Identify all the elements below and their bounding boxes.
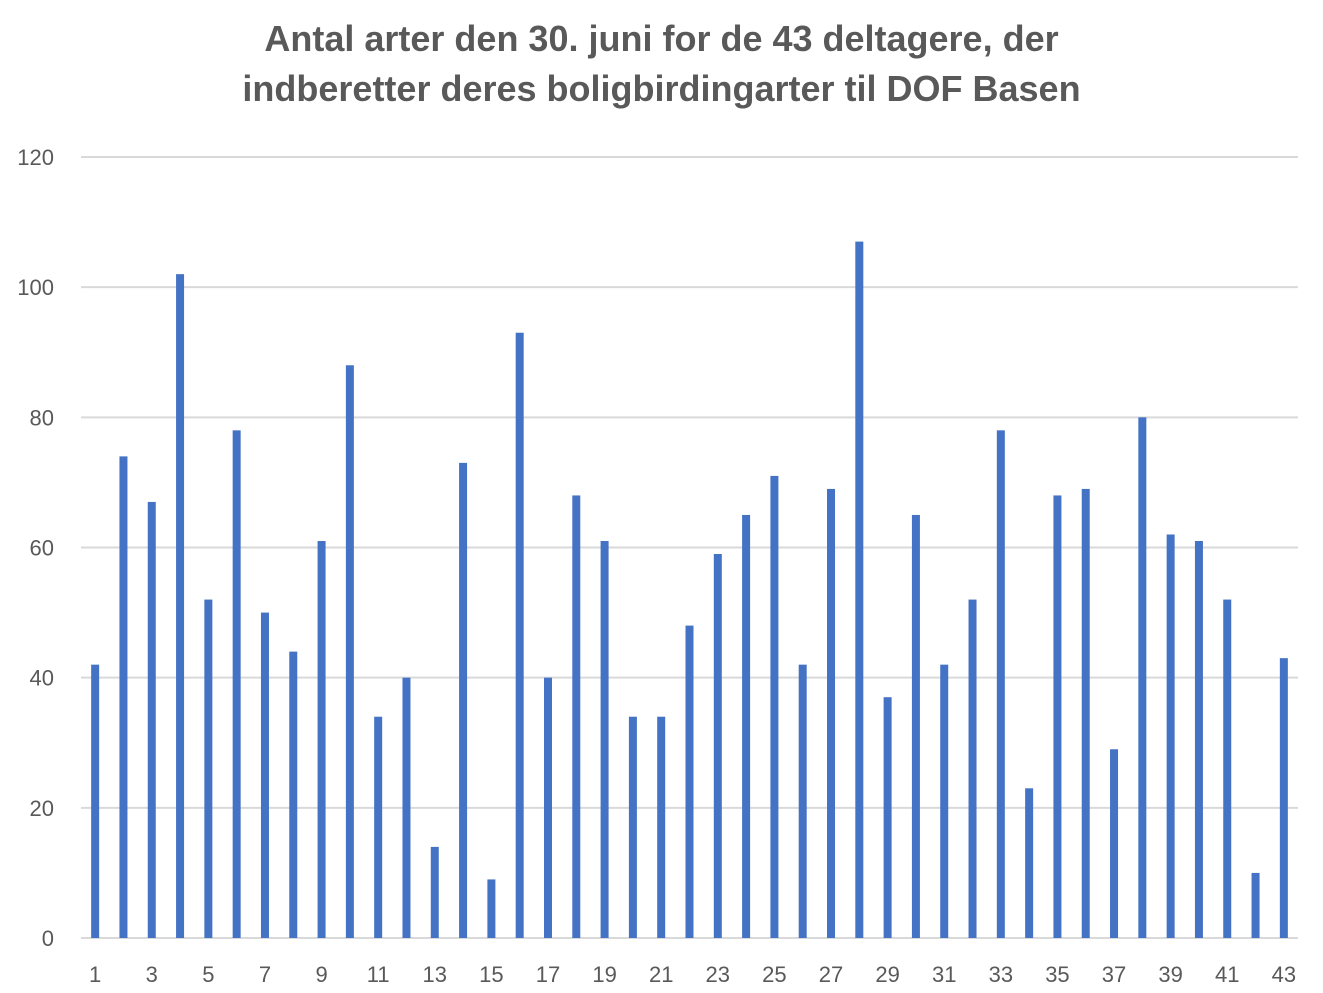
bar-16: [515, 332, 524, 939]
bar-3: [147, 501, 156, 938]
x-tick-label: 41: [1215, 962, 1239, 987]
x-tick-label: 1: [89, 962, 101, 987]
bar-26: [798, 664, 807, 938]
bar-14: [459, 462, 468, 938]
bar-2: [119, 456, 128, 938]
bar-23: [713, 554, 722, 938]
bar-17: [543, 677, 552, 938]
bar-22: [685, 625, 694, 938]
bar-25: [770, 475, 779, 938]
y-tick-label: 0: [42, 926, 54, 951]
x-tick-label: 35: [1045, 962, 1069, 987]
bar-42: [1251, 872, 1260, 938]
y-tick-label: 120: [17, 145, 54, 170]
x-tick-label: 29: [875, 962, 899, 987]
bar-12: [402, 677, 411, 938]
bar-9: [317, 540, 326, 938]
bar-8: [289, 651, 298, 938]
x-axis-ticks: 1 3 5 7 9 11 13 15 17 19 21 23 25 27 29 31 33 35 37 39 41 43: [89, 962, 1296, 987]
bar-18: [572, 495, 581, 938]
bar-39: [1166, 534, 1175, 938]
y-tick-label: 40: [30, 666, 54, 691]
chart-title: Antal arter den 30. juni for de 43 delta…: [0, 14, 1323, 114]
bars: [91, 241, 1288, 939]
x-tick-label: 7: [259, 962, 271, 987]
bar-37: [1110, 749, 1119, 938]
bar-21: [657, 716, 666, 938]
x-tick-label: 21: [649, 962, 673, 987]
x-tick-label: 3: [146, 962, 158, 987]
x-tick-label: 19: [592, 962, 616, 987]
x-tick-label: 15: [479, 962, 503, 987]
bar-40: [1194, 540, 1203, 938]
bar-7: [260, 612, 269, 938]
bar-35: [1053, 495, 1062, 938]
bar-1: [91, 664, 100, 938]
bar-43: [1279, 658, 1288, 938]
x-tick-label: 9: [315, 962, 327, 987]
x-tick-label: 37: [1102, 962, 1126, 987]
y-tick-label: 20: [30, 796, 54, 821]
x-tick-label: 13: [423, 962, 447, 987]
x-tick-label: 11: [367, 962, 390, 987]
x-tick-label: 23: [706, 962, 730, 987]
x-tick-label: 17: [536, 962, 560, 987]
bar-13: [430, 846, 439, 938]
x-tick-label: 31: [932, 962, 956, 987]
bar-36: [1081, 488, 1090, 938]
bar-28: [855, 241, 864, 938]
bar-11: [374, 716, 383, 938]
bar-5: [204, 599, 213, 938]
bar-24: [742, 514, 751, 938]
x-tick-label: 39: [1158, 962, 1182, 987]
bar-33: [996, 430, 1005, 938]
bar-19: [600, 540, 609, 938]
chart-title-line-2: indberetter deres boligbirdingarter til …: [242, 68, 1081, 109]
y-axis-ticks: 0 20 40 60 80 100 120: [17, 145, 54, 951]
y-tick-label: 100: [17, 275, 54, 300]
bar-20: [628, 716, 637, 938]
x-tick-label: 27: [819, 962, 843, 987]
bar-15: [487, 879, 496, 938]
bar-4: [176, 274, 185, 938]
x-tick-label: 43: [1272, 962, 1296, 987]
bar-38: [1138, 417, 1147, 938]
x-tick-label: 5: [202, 962, 214, 987]
bar-10: [345, 365, 354, 938]
bar-6: [232, 430, 241, 938]
bar-30: [911, 514, 920, 938]
y-tick-label: 60: [30, 536, 54, 561]
x-tick-label: 33: [989, 962, 1013, 987]
bar-34: [1025, 788, 1034, 938]
bar-27: [827, 488, 836, 938]
y-tick-label: 80: [30, 405, 54, 430]
bar-41: [1223, 599, 1232, 938]
bar-32: [968, 599, 977, 938]
bar-29: [883, 697, 892, 938]
chart-title-line-1: Antal arter den 30. juni for de 43 delta…: [264, 18, 1059, 59]
bar-31: [940, 664, 949, 938]
x-tick-label: 25: [762, 962, 786, 987]
